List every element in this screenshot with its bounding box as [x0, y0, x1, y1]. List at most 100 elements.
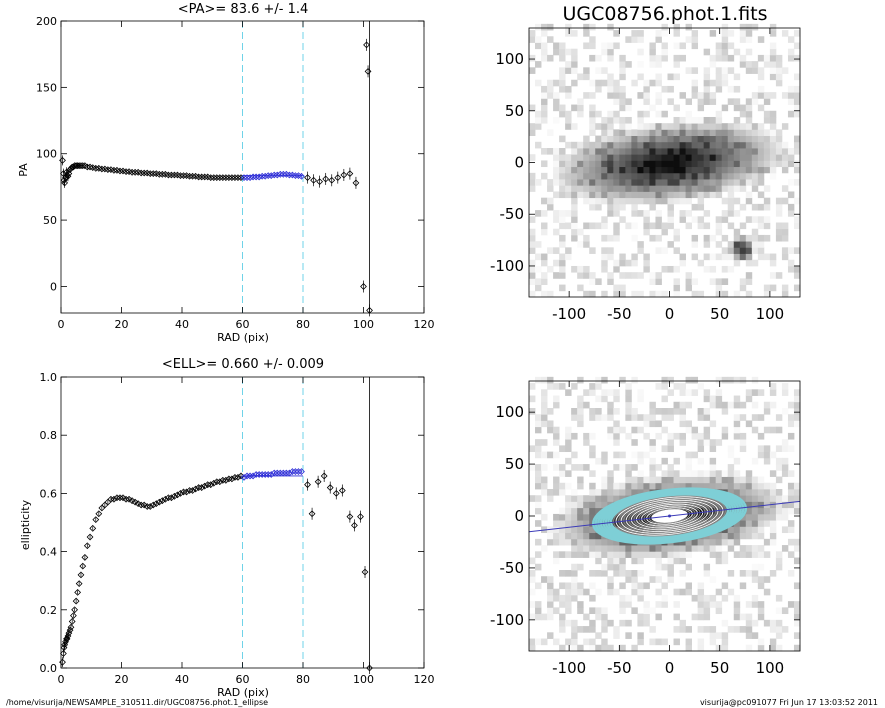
- image-pixel: [619, 148, 626, 155]
- model-pixel: [637, 426, 644, 434]
- image-pixel: [547, 92, 554, 99]
- model-pixel: [559, 445, 566, 453]
- image-pixel: [619, 85, 626, 93]
- image-pixel: [787, 92, 795, 99]
- image-pixel: [697, 222, 705, 230]
- image-pixel: [691, 203, 699, 211]
- model-pixel: [763, 551, 771, 558]
- image-pixel: [637, 61, 644, 68]
- image-pixel: [595, 160, 602, 168]
- image-pixel: [745, 253, 753, 261]
- model-ytick-label: 100: [495, 403, 524, 421]
- image-pixel: [655, 36, 662, 43]
- image-pixel: [559, 110, 566, 118]
- ellipticity-data-point: [125, 495, 133, 503]
- model-pixel: [739, 526, 747, 534]
- image-pixel: [775, 272, 783, 279]
- model-pixel: [601, 545, 608, 552]
- image-pixel: [571, 30, 578, 37]
- model-pixel: [679, 408, 686, 415]
- model-pixel: [787, 551, 795, 558]
- model-pixel: [529, 464, 536, 471]
- model-pixel: [571, 464, 578, 471]
- model-pixel: [565, 520, 572, 527]
- model-pixel: [535, 538, 542, 546]
- image-pixel: [775, 141, 783, 149]
- model-pixel: [583, 638, 590, 646]
- model-pixel: [667, 439, 674, 446]
- model-pixel: [775, 551, 783, 558]
- model-pixel: [571, 383, 578, 390]
- image-pixel: [691, 42, 699, 50]
- model-pixel: [763, 619, 771, 627]
- model-pixel: [649, 470, 656, 477]
- model-pixel: [709, 601, 717, 608]
- image-pixel: [565, 172, 572, 180]
- model-pixel: [535, 582, 542, 590]
- model-pixel: [559, 570, 566, 577]
- image-pixel: [571, 104, 578, 112]
- image-pixel: [571, 210, 578, 217]
- model-pixel: [661, 594, 668, 602]
- model-pixel: [721, 532, 729, 540]
- model-pixel: [769, 451, 777, 459]
- image-pixel: [541, 104, 548, 112]
- model-pixel: [757, 489, 765, 496]
- image-pixel: [601, 154, 608, 161]
- model-pixel: [529, 570, 536, 577]
- model-xtick-label: 100: [756, 659, 785, 677]
- image-pixel: [529, 67, 536, 74]
- image-pixel: [727, 141, 735, 149]
- image-pixel: [655, 129, 662, 136]
- model-pixel: [721, 619, 729, 627]
- pa-data-point: [352, 179, 360, 187]
- model-pixel: [727, 470, 735, 477]
- model-pixel: [697, 495, 705, 502]
- model-pixel: [529, 445, 536, 453]
- image-pixel: [589, 116, 596, 124]
- image-pixel: [589, 185, 596, 192]
- image-pixel: [739, 129, 747, 136]
- image-pixel: [715, 42, 723, 50]
- image-pixel: [541, 210, 548, 217]
- image-pixel: [631, 272, 638, 279]
- model-pixel: [619, 489, 626, 496]
- model-pixel: [583, 513, 590, 521]
- image-pixel: [661, 222, 668, 230]
- image-pixel: [637, 116, 644, 124]
- model-pixel: [547, 582, 554, 590]
- model-pixel: [745, 482, 753, 490]
- image-pixel: [697, 185, 705, 192]
- ellipticity-data-point: [357, 513, 364, 521]
- image-pixel: [769, 92, 777, 99]
- image-pixel: [649, 141, 656, 149]
- image-pixel: [589, 247, 596, 254]
- model-pixel: [727, 526, 735, 534]
- model-pixel: [571, 489, 578, 496]
- image-pixel: [553, 79, 560, 87]
- model-pixel: [685, 545, 692, 552]
- model-pixel: [643, 613, 650, 621]
- model-pixel: [541, 414, 548, 421]
- image-pixel: [781, 253, 789, 261]
- model-pixel: [607, 563, 614, 571]
- image-pixel: [781, 185, 789, 192]
- model-pixel: [781, 626, 789, 633]
- image-pixel: [685, 191, 692, 199]
- image-pixel: [559, 172, 566, 180]
- image-pixel: [655, 179, 662, 186]
- image-pixel: [733, 172, 741, 180]
- model-pixel: [589, 451, 596, 459]
- model-pixel: [757, 445, 765, 453]
- image-pixel: [565, 85, 572, 93]
- model-pixel: [559, 507, 566, 515]
- ellipticity-data-point: [192, 485, 200, 493]
- image-pixel: [553, 48, 560, 56]
- image-pixel: [643, 228, 650, 236]
- model-pixel: [769, 532, 777, 540]
- model-pixel: [733, 551, 741, 558]
- image-pixel: [619, 129, 626, 136]
- image-pixel: [643, 265, 650, 273]
- image-pixel: [781, 234, 789, 242]
- image-pixel: [757, 166, 765, 174]
